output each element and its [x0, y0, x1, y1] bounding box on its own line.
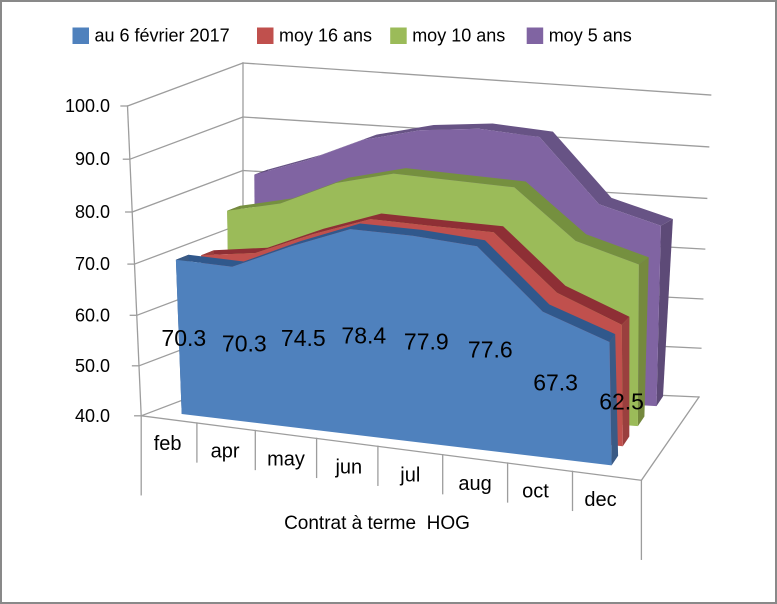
svg-text:may: may — [267, 449, 305, 471]
svg-text:jun: jun — [334, 457, 362, 479]
svg-text:moy 16 ans: moy 16 ans — [279, 26, 372, 46]
svg-text:50.0: 50.0 — [75, 356, 110, 376]
svg-text:aug: aug — [458, 473, 491, 495]
svg-text:67.3: 67.3 — [533, 369, 578, 395]
svg-text:70.0: 70.0 — [75, 254, 110, 274]
svg-text:moy 10 ans: moy 10 ans — [412, 26, 505, 46]
svg-text:40.0: 40.0 — [75, 406, 110, 426]
svg-text:apr: apr — [211, 441, 240, 463]
svg-text:100.0: 100.0 — [65, 96, 110, 116]
svg-text:70.3: 70.3 — [161, 325, 206, 351]
svg-text:dec: dec — [584, 489, 616, 511]
svg-text:74.5: 74.5 — [281, 325, 326, 351]
svg-text:jul: jul — [399, 465, 420, 487]
svg-text:62.5: 62.5 — [599, 389, 644, 415]
svg-text:77.6: 77.6 — [468, 337, 513, 363]
svg-text:78.4: 78.4 — [341, 323, 386, 349]
svg-text:77.9: 77.9 — [404, 328, 449, 354]
svg-text:au 6 février 2017: au 6 février 2017 — [95, 26, 230, 46]
svg-text:Contrat à terme HOG: Contrat à terme HOG — [284, 513, 470, 534]
svg-text:60.0: 60.0 — [75, 305, 110, 325]
svg-text:80.0: 80.0 — [75, 202, 110, 222]
svg-text:90.0: 90.0 — [75, 149, 110, 169]
svg-text:oct: oct — [522, 481, 549, 503]
svg-text:moy 5 ans: moy 5 ans — [549, 26, 632, 46]
svg-text:feb: feb — [154, 433, 182, 455]
svg-text:70.3: 70.3 — [222, 330, 267, 356]
